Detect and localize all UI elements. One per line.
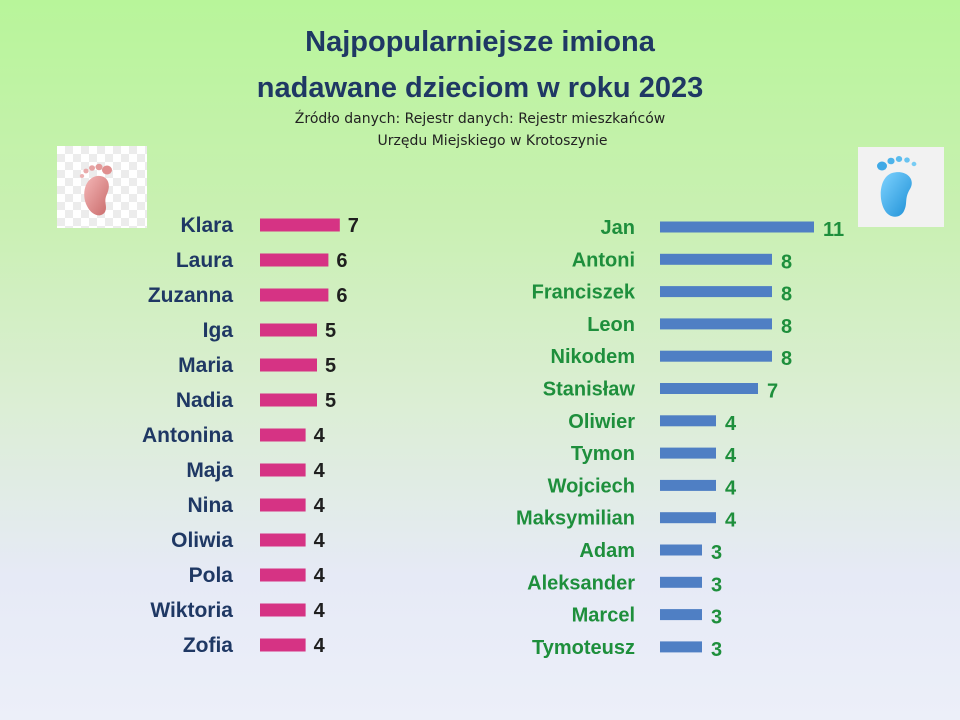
bar-boys-4 — [660, 350, 772, 362]
boys-names-chart: Jan 11 Antoni 8 Franciszek 8 Leon 8 Nikodem 8 Stan… — [516, 217, 844, 661]
bar-girls-1 — [260, 253, 329, 267]
bar-boys-3 — [660, 318, 772, 330]
category-label-girls-0: Klara — [180, 214, 233, 237]
bar-girls-6 — [260, 428, 306, 442]
data-label-boys-2: 8 — [781, 284, 792, 306]
category-label-girls-4: Maria — [178, 354, 233, 377]
bar-boys-6 — [660, 415, 716, 427]
bar-boys-2 — [660, 286, 772, 298]
data-label-boys-4: 8 — [781, 348, 792, 370]
bar-boys-1 — [660, 253, 772, 265]
data-label-boys-7: 4 — [725, 445, 737, 467]
data-label-girls-2: 6 — [336, 285, 347, 307]
category-label-boys-6: Oliwier — [568, 411, 635, 433]
blue-footprint-icon — [858, 147, 944, 227]
bar-girls-4 — [260, 358, 317, 372]
data-label-boys-6: 4 — [725, 413, 737, 435]
data-label-girls-7: 4 — [314, 460, 326, 482]
category-label-boys-11: Aleksander — [527, 572, 635, 594]
category-label-girls-1: Laura — [176, 249, 234, 272]
bar-boys-9 — [660, 512, 716, 524]
category-label-boys-0: Jan — [601, 217, 635, 239]
bar-girls-10 — [260, 568, 306, 582]
category-label-girls-2: Zuzanna — [148, 284, 233, 307]
data-label-girls-8: 4 — [314, 495, 326, 517]
data-label-girls-6: 4 — [314, 425, 326, 447]
data-label-boys-1: 8 — [781, 251, 792, 273]
data-label-boys-11: 3 — [711, 574, 722, 596]
data-label-boys-12: 3 — [711, 607, 722, 629]
source-note-line-1: Źródło danych: Rejestr danych: Rejestr m… — [294, 111, 666, 127]
category-label-boys-2: Franciszek — [532, 282, 636, 304]
category-label-boys-7: Tymon — [571, 443, 635, 465]
category-label-boys-1: Antoni — [572, 249, 635, 271]
category-label-girls-12: Zofia — [183, 634, 233, 657]
category-label-boys-3: Leon — [587, 314, 635, 336]
category-label-boys-5: Stanisław — [543, 379, 636, 401]
data-label-boys-5: 7 — [767, 381, 778, 403]
bar-girls-2 — [260, 288, 329, 302]
chart-title-line-1: Najpopularniejsze imiona — [305, 26, 655, 58]
bar-boys-10 — [660, 544, 702, 556]
girls-names-chart: Klara 7 Laura 6 Zuzanna 6 Iga 5 Maria 5 Nadia 5 Anto… — [142, 214, 359, 657]
data-label-girls-10: 4 — [314, 565, 326, 587]
data-label-boys-3: 8 — [781, 316, 792, 338]
data-label-girls-9: 4 — [314, 530, 326, 552]
category-label-girls-10: Pola — [189, 564, 234, 587]
bar-girls-8 — [260, 498, 306, 512]
bar-boys-8 — [660, 479, 716, 491]
data-label-boys-9: 4 — [725, 510, 737, 532]
category-label-girls-7: Maja — [186, 459, 233, 482]
bar-girls-7 — [260, 463, 306, 477]
category-label-boys-8: Wojciech — [548, 475, 635, 497]
category-label-girls-3: Iga — [203, 319, 234, 342]
data-label-girls-12: 4 — [314, 635, 326, 657]
bar-boys-13 — [660, 641, 702, 653]
bar-girls-5 — [260, 393, 317, 407]
bar-girls-12 — [260, 638, 306, 652]
pink-footprint-icon — [57, 146, 147, 228]
category-label-boys-10: Adam — [579, 540, 635, 562]
category-label-boys-13: Tymoteusz — [532, 637, 635, 659]
data-label-girls-4: 5 — [325, 355, 336, 377]
category-label-boys-4: Nikodem — [551, 346, 635, 368]
bar-boys-5 — [660, 383, 758, 394]
data-label-girls-3: 5 — [325, 320, 336, 342]
bar-boys-7 — [660, 447, 716, 459]
category-label-boys-9: Maksymilian — [516, 508, 635, 530]
source-note-line-2: Urzędu Miejskiego w Krotoszynie — [377, 133, 608, 149]
data-label-boys-10: 3 — [711, 542, 722, 564]
category-label-girls-9: Oliwia — [171, 529, 233, 552]
bar-girls-11 — [260, 603, 306, 617]
category-label-girls-11: Wiktoria — [150, 599, 233, 622]
bar-boys-12 — [660, 609, 702, 621]
bar-girls-9 — [260, 533, 306, 547]
data-label-girls-5: 5 — [325, 390, 336, 412]
data-label-boys-0: 11 — [823, 219, 844, 241]
bar-girls-0 — [260, 218, 340, 232]
data-label-girls-1: 6 — [336, 250, 347, 272]
bar-boys-11 — [660, 576, 702, 588]
data-label-boys-13: 3 — [711, 639, 722, 661]
bar-girls-3 — [260, 323, 317, 337]
data-label-boys-8: 4 — [725, 477, 737, 499]
category-label-girls-8: Nina — [187, 494, 233, 517]
data-label-girls-0: 7 — [348, 215, 359, 237]
bar-boys-0 — [660, 221, 814, 233]
category-label-girls-5: Nadia — [176, 389, 234, 412]
category-label-boys-12: Marcel — [572, 605, 635, 627]
chart-title-line-2: nadawane dzieciom w roku 2023 — [256, 72, 704, 104]
data-label-girls-11: 4 — [314, 600, 326, 622]
category-label-girls-6: Antonina — [142, 424, 233, 447]
